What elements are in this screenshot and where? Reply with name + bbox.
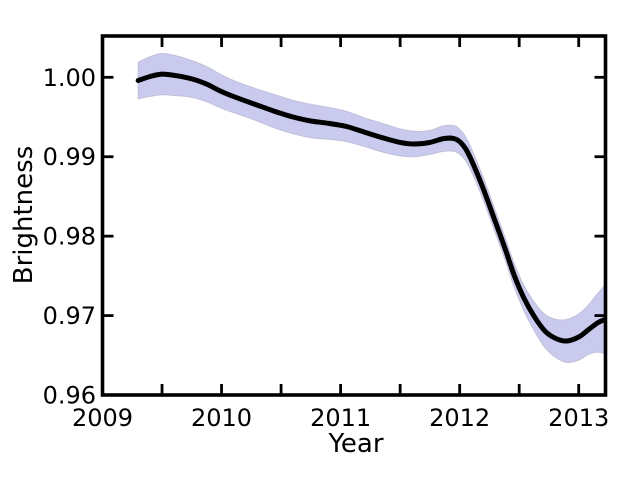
y-tick-label: 1.00 xyxy=(43,64,96,92)
brightness-smoothed-line xyxy=(135,71,606,344)
x-axis-label: Year xyxy=(328,429,384,459)
x-tick-label: 2012 xyxy=(429,404,490,432)
x-tick-label: 2013 xyxy=(548,404,609,432)
y-tick-label: 0.98 xyxy=(43,223,96,251)
y-axis-label: Brightness xyxy=(9,145,39,285)
y-tick-label: 0.96 xyxy=(43,382,96,410)
x-tick-label: 2011 xyxy=(310,404,371,432)
x-tick-label: 2010 xyxy=(191,404,252,432)
plot-frame xyxy=(100,34,608,397)
x-tick-label: 2009 xyxy=(72,404,133,432)
y-tick-label: 0.97 xyxy=(43,302,96,330)
y-tick-label: 0.99 xyxy=(43,143,96,171)
